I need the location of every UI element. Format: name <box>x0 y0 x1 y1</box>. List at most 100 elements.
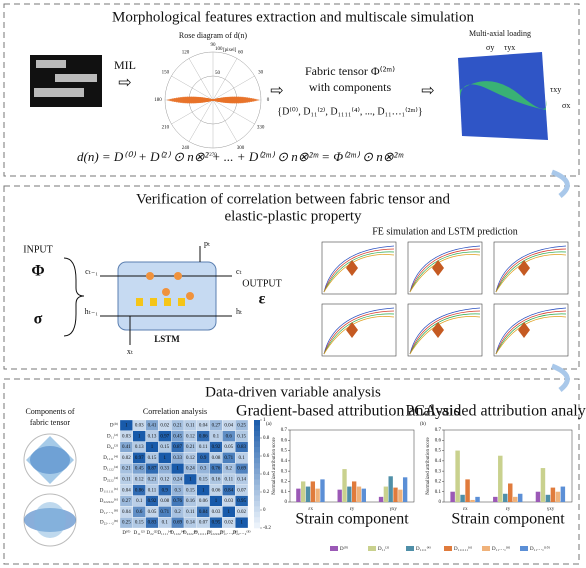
x-axis-label: Strain component <box>451 511 565 528</box>
row-label: D₁₁₂₂⁽⁴⁾ <box>103 466 118 472</box>
cell-label: 0.69 <box>173 521 182 526</box>
colorbar-label: 0.2 <box>263 490 270 495</box>
rose-petal <box>212 98 219 101</box>
fe-curve <box>495 254 567 293</box>
cell-label: 0.21 <box>148 478 157 483</box>
output-symbol: ε <box>259 291 266 308</box>
bar <box>517 493 523 502</box>
colorbar-step <box>254 447 260 453</box>
cell-label: 1 <box>125 424 128 429</box>
rose-petal <box>207 99 214 102</box>
section-frame <box>3 3 580 177</box>
legend-swatch <box>444 546 452 551</box>
y-axis-label: Normalized attribution score <box>272 436 277 494</box>
y-tick-label: 0.7 <box>281 428 288 433</box>
cell-label: 0.13 <box>148 434 157 439</box>
y-tick-label: 0.3 <box>281 469 288 474</box>
bar <box>493 496 498 502</box>
fe-curve <box>323 307 395 355</box>
lstm-label: cₜ <box>236 267 242 276</box>
colorbar-label: 1 <box>263 418 266 423</box>
rose-angle-label: 0 <box>267 98 270 103</box>
x-tick-label: γxy <box>390 507 398 512</box>
cell-label: 0.45 <box>135 467 144 472</box>
cell-label: 0.24 <box>186 467 195 472</box>
cell-label: 0.06 <box>212 488 221 493</box>
cell-label: 0.15 <box>199 478 208 483</box>
fe-inset <box>346 260 358 276</box>
fe-curve <box>409 254 481 293</box>
cell-label: 0.12 <box>186 434 195 439</box>
row-label: D₂₂…₂⁽⁸⁾ <box>100 520 118 526</box>
loading-title: Multi-axial loading <box>469 29 531 38</box>
rose-unit: [pixel] <box>223 48 237 53</box>
cell-label: 0.41 <box>122 445 131 450</box>
bar <box>503 493 508 502</box>
cell-label: 0.02 <box>122 456 131 461</box>
colorbar-step <box>254 490 260 496</box>
bar <box>550 487 556 502</box>
load-label: σx <box>562 101 570 110</box>
fe-curve <box>495 310 567 355</box>
fe-plot <box>493 241 569 295</box>
cell-label: 1 <box>151 445 154 450</box>
cell-label: 0.1 <box>213 434 220 439</box>
cell-label: 0.84 <box>224 488 233 493</box>
rose-spoke <box>212 75 255 101</box>
x-tick-label: εy <box>506 507 511 512</box>
row-label: D₁₁₁₁⁽⁴⁾ <box>103 455 118 461</box>
rose-spoke <box>212 58 238 101</box>
cell-label: 0.45 <box>173 434 182 439</box>
colorbar-label: 0.4 <box>263 472 270 477</box>
cell-label: 0.95 <box>212 521 221 526</box>
colorbar-step <box>254 457 260 464</box>
colorbar-label: 0.8 <box>263 436 270 441</box>
rose-spoke <box>171 75 214 101</box>
bar <box>508 483 513 502</box>
cell-label: 0.3 <box>200 467 207 472</box>
chart-title: PCA-aided attribution analysis <box>405 403 586 420</box>
legend-swatch <box>482 546 490 551</box>
y-axis-label: Normalized attribution score <box>426 436 431 494</box>
legend-swatch <box>330 546 338 551</box>
cell-label: 0.24 <box>173 478 182 483</box>
fabric-line: with components <box>309 80 392 94</box>
y-tick-label: 0.6 <box>435 438 442 443</box>
fe-plot <box>407 303 483 357</box>
legend-swatch <box>368 546 376 551</box>
cell-label: 0.97 <box>135 456 144 461</box>
cell-label: 0.04 <box>122 510 131 515</box>
rose-angle-label: 120 <box>182 51 190 56</box>
bar <box>310 481 316 502</box>
lstm-cell <box>117 261 217 331</box>
fe-curve <box>409 245 481 293</box>
rose-angle-label: 240 <box>182 146 190 151</box>
cell-label: 0.11 <box>186 510 195 515</box>
colorbar-step <box>254 517 260 523</box>
section-frame <box>3 185 580 370</box>
cell-label: 0.02 <box>160 424 169 429</box>
arrow: ⇨ <box>118 75 131 92</box>
fe-inset <box>346 322 358 338</box>
legend-label: D⁽⁰⁾ <box>340 546 348 552</box>
load-label: τxy <box>550 85 561 94</box>
cell-label: 0.03 <box>212 510 221 515</box>
cell-label: 0.02 <box>224 521 233 526</box>
cell-label: 0.08 <box>160 499 169 504</box>
fe-curve <box>323 248 395 293</box>
gates <box>136 272 194 306</box>
fe-curve <box>409 310 481 355</box>
input-label: INPUT <box>23 244 52 255</box>
cell-label: 0.07 <box>237 488 246 493</box>
legend-label: D₁₁⁽²⁾ <box>378 546 389 552</box>
legend-label: D₁₁₁₁₁₁⁽⁶⁾ <box>454 546 472 552</box>
legend-label: D₁₁…₁⁽¹⁰⁾ <box>530 546 550 552</box>
bar <box>356 486 362 502</box>
col-label: D₁₁₁₁₁₁⁽⁶⁾ <box>194 530 212 536</box>
cell-label: 0.27 <box>212 424 221 429</box>
cell-label: 0.87 <box>148 467 157 472</box>
rose-angle-label: 270 <box>209 153 217 158</box>
cell-label: 0.71 <box>160 510 169 515</box>
cell-label: 0.6 <box>226 434 233 439</box>
row-label: D⁽⁰⁾ <box>110 423 118 429</box>
